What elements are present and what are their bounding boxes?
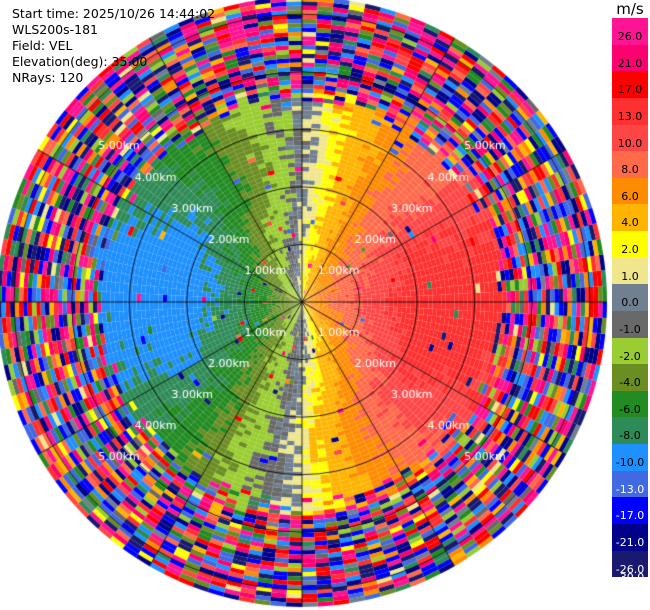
colorbar-segment: 21.0 (612, 44, 648, 72)
colorbar-segment: -10.0 (612, 444, 648, 471)
colorbar-segment: 4.0 (612, 204, 648, 231)
colorbar-segment: 6.0 (612, 177, 648, 205)
colorbar-tick-label: 26.0 (617, 30, 643, 43)
colorbar-tick-label: 10.0 (617, 136, 643, 150)
colorbar-tick-label: -17.0 (615, 509, 645, 523)
colorbar-segment: -26.0 -30.0 (612, 550, 648, 584)
colorbar-segment: -8.0 (612, 417, 648, 444)
colorbar-tick-label: -26.0 (615, 562, 645, 576)
colorbar-tick-label: 17.0 (617, 83, 643, 97)
colorbar-tick-label: -2.0 (619, 349, 641, 363)
colorbar-tick-label: 6.0 (621, 189, 639, 203)
colorbar-tick-label: 1.0 (621, 269, 639, 283)
colorbar-tick-label: 21.0 (617, 56, 643, 70)
velocity-colorbar: m/s 26.0 21.0 17.0 13.0 10.0 8.0 6.0 4.0 2.0 1.0 0… (610, 0, 650, 610)
field-text: Field: VEL (12, 38, 73, 53)
colorbar-tick-label: -6.0 (619, 402, 641, 416)
colorbar-segment: -1.0 (612, 310, 648, 338)
colorbar-segment: -17.0 (612, 497, 648, 524)
nrays-text: NRays: 120 (12, 70, 84, 85)
colorbar-tick-label: 4.0 (621, 216, 639, 230)
colorbar-segment: 13.0 (612, 97, 648, 125)
ppi-polar-plot (0, 0, 610, 610)
start-time-text: Start time: 2025/10/26 14:44:02 (12, 6, 216, 21)
colorbar-segment: -21.0 (612, 523, 648, 551)
colorbar-tick-label: 8.0 (621, 163, 639, 177)
colorbar-segment: -13.0 (612, 470, 648, 498)
colorbar-tick-label: -1.0 (619, 322, 641, 336)
scan-info-block: Start time: 2025/10/26 14:44:02 WLS200s-… (12, 6, 215, 86)
colorbar-tick-label: 0.0 (621, 296, 639, 310)
colorbar-tick-label: -10.0 (615, 456, 645, 469)
elevation-text: Elevation(deg): 35.00 (12, 54, 148, 69)
colorbar-segment: 26.0 (612, 18, 648, 45)
colorbar-tick-label: -21.0 (615, 535, 645, 549)
colorbar-tick-label: 2.0 (621, 243, 639, 256)
colorbar-segment: -6.0 (612, 390, 648, 418)
colorbar-unit-label: m/s (616, 0, 644, 18)
colorbar-tick-label: -30.0 (615, 570, 645, 584)
colorbar-segment: 17.0 (612, 71, 648, 98)
colorbar-tick-label: 13.0 (617, 109, 643, 123)
colorbar-segment: 2.0 (612, 231, 648, 258)
colorbar-tick-label: -13.0 (615, 482, 645, 496)
colorbar-segment: 10.0 (612, 124, 648, 152)
colorbar-segment: -4.0 (612, 364, 648, 391)
colorbar-tick-label: -4.0 (619, 376, 641, 390)
colorbar-tick-label: -8.0 (619, 429, 641, 443)
colorbar-segment: 8.0 (612, 151, 648, 178)
station-text: WLS200s-181 (12, 22, 98, 37)
colorbar-segment: 1.0 (612, 257, 648, 285)
colorbar-segment: 0.0 (612, 284, 648, 311)
colorbar-stack: 26.0 21.0 17.0 13.0 10.0 8.0 6.0 4.0 2.0 1.0 0.0 -1… (612, 18, 648, 604)
colorbar-segment: -2.0 (612, 337, 648, 365)
